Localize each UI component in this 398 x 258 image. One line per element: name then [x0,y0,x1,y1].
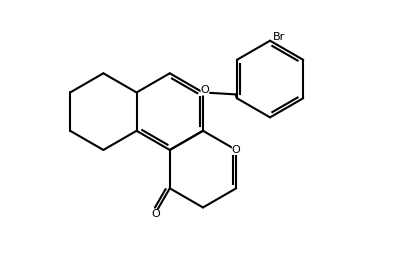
Text: O: O [232,145,240,155]
Text: O: O [201,85,209,95]
Text: O: O [151,209,160,220]
Text: Br: Br [273,32,285,42]
